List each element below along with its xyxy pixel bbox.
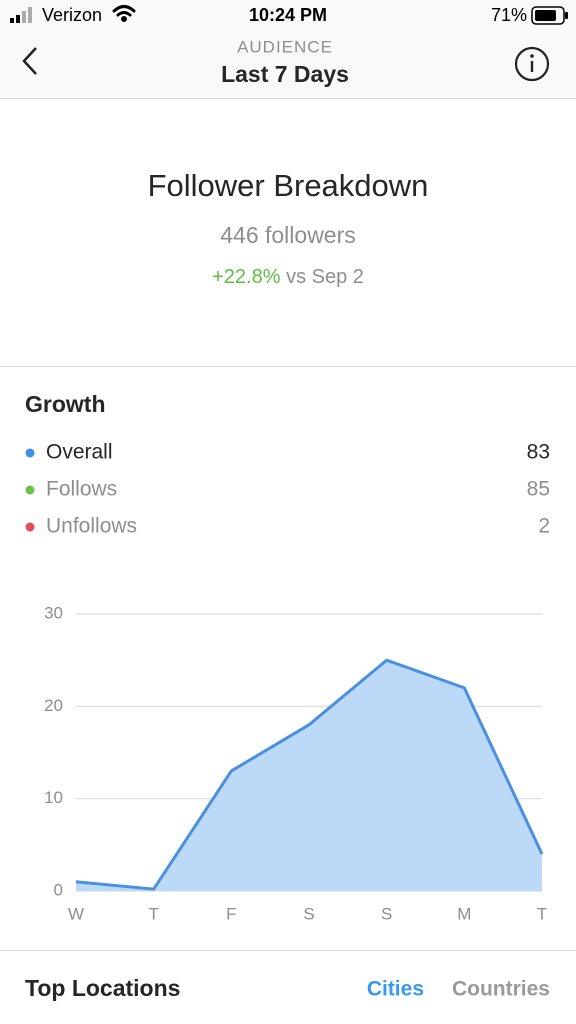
y-tick-label: 30 — [44, 603, 63, 622]
summary-title: Follower Breakdown — [148, 168, 429, 203]
legend-dot — [25, 522, 35, 532]
legend: Overall 83 Follows 85 Unfollows 2 — [25, 441, 550, 538]
top-locations-title: Top Locations — [25, 975, 180, 1001]
x-tick-label: M — [457, 904, 471, 923]
area-line — [75, 658, 544, 891]
tab-countries[interactable]: Countries — [452, 978, 550, 1001]
legend-dot — [25, 448, 35, 458]
x-tick-label: S — [381, 904, 392, 923]
x-tick-label: F — [226, 904, 236, 923]
tab-cities[interactable]: Cities — [367, 978, 424, 1001]
change-value: +22.8% — [212, 266, 281, 288]
legend-value: 2 — [538, 515, 550, 538]
back-button[interactable] — [22, 47, 37, 75]
legend-dot — [25, 485, 35, 495]
area-fill — [76, 660, 542, 891]
battery-level: 71% — [491, 5, 527, 25]
signal-icon — [10, 7, 32, 23]
growth-title: Growth — [25, 391, 106, 417]
growth-chart: 0 10 20 30 W T F S S M T — [44, 603, 547, 923]
legend-name: Follows — [46, 478, 117, 501]
header-title: Last 7 Days — [221, 61, 349, 87]
y-tick-label: 0 — [54, 880, 63, 899]
x-tick-label: W — [68, 904, 84, 923]
info-button[interactable] — [514, 46, 550, 82]
legend-value: 85 — [527, 478, 550, 501]
y-tick-label: 10 — [44, 788, 63, 807]
header-subtitle: AUDIENCE — [237, 37, 333, 56]
change-suffix: vs Sep 2 — [286, 266, 364, 288]
follower-count: 446 followers — [220, 222, 356, 248]
x-tick-label: S — [303, 904, 314, 923]
x-tick-label: T — [148, 904, 158, 923]
battery-icon — [531, 6, 568, 25]
legend-name: Unfollows — [46, 515, 137, 538]
follower-change: +22.8% vs Sep 2 — [212, 266, 364, 288]
legend-name: Overall — [46, 441, 113, 464]
carrier: Verizon — [42, 5, 102, 25]
wifi-icon — [112, 5, 136, 22]
clock: 10:24 PM — [249, 5, 327, 25]
top-bar — [0, 0, 576, 98]
legend-value: 83 — [527, 441, 550, 464]
y-tick-label: 20 — [44, 696, 63, 715]
x-tick-label: T — [537, 904, 547, 923]
